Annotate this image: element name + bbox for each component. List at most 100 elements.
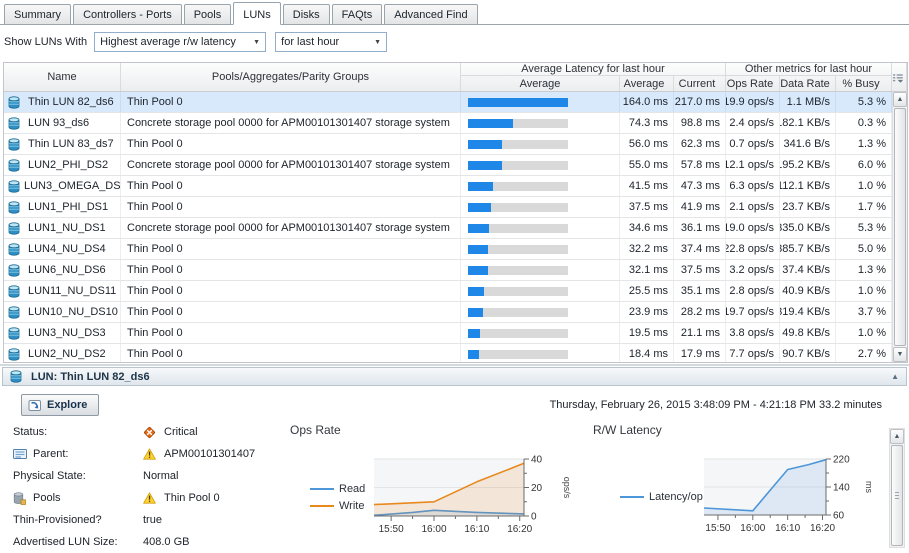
cell-ops-rate: 7.7 ops/s — [726, 344, 780, 362]
cell-pool: Thin Pool 0 — [121, 134, 461, 154]
panel-scrollbar-thumb[interactable] — [891, 445, 903, 546]
scroll-up-icon[interactable]: ▲ — [893, 92, 907, 107]
cell-data-rate: 341.6 B/s — [780, 134, 836, 154]
cell-busy: 5.3 % — [836, 92, 892, 112]
detail-value: APM00101301407 — [143, 448, 255, 460]
table-row[interactable]: LUN1_PHI_DS1 Thin Pool 0 37.5 ms 41.9 ms… — [4, 197, 892, 218]
panel-scrollbar[interactable]: ▲ — [889, 428, 905, 548]
cell-current: 36.1 ms — [674, 218, 726, 238]
metric-select[interactable]: Highest average r/w latency ▼ — [94, 32, 267, 52]
column-header-data-rate[interactable]: Data Rate — [780, 76, 836, 91]
cell-busy: 1.0 % — [836, 281, 892, 301]
column-header-ops-rate[interactable]: Ops Rate — [726, 76, 780, 91]
lun-detail-panel: LUN: Thin LUN 82_ds6 ▲ Explore Thursday,… — [0, 364, 909, 549]
table-row[interactable]: LUN 93_ds6 Concrete storage pool 0000 fo… — [4, 113, 892, 134]
tab-advanced-find[interactable]: Advanced Find — [384, 4, 478, 25]
column-header-average-bar[interactable]: Average — [461, 76, 620, 91]
latency-bar-fill — [468, 160, 502, 170]
cell-current: 28.2 ms — [674, 302, 726, 322]
detail-label: Physical State: — [13, 470, 86, 482]
detail-value: true — [143, 514, 162, 526]
detail-fields: Status: Critical Parent: APM00101301407 P… — [13, 421, 255, 553]
cell-current: 35.1 ms — [674, 281, 726, 301]
table-row[interactable]: LUN2_NU_DS2 Thin Pool 0 18.4 ms 17.9 ms … — [4, 344, 892, 362]
table-row[interactable]: LUN3_NU_DS3 Thin Pool 0 19.5 ms 21.1 ms … — [4, 323, 892, 344]
column-picker-icon[interactable] — [892, 73, 906, 84]
rw-latency-chart: R/W Latency Latency/op 60 140 220 15:50 16:0… — [593, 423, 884, 541]
table-row[interactable]: LUN11_NU_DS11 Thin Pool 0 25.5 ms 35.1 m… — [4, 281, 892, 302]
column-header-busy[interactable]: % Busy — [836, 76, 892, 91]
cell-data-rate: 90.7 KB/s — [780, 344, 836, 362]
cell-name: Thin LUN 82_ds6 — [4, 92, 121, 112]
svg-text:40: 40 — [531, 455, 543, 466]
cell-current: 57.8 ms — [674, 155, 726, 175]
cell-current: 98.8 ms — [674, 113, 726, 133]
cell-average: 74.3 ms — [620, 113, 674, 133]
table-scrollbar[interactable]: ▲ ▼ — [892, 92, 907, 362]
scroll-up-icon[interactable]: ▲ — [890, 429, 904, 444]
latency-bar-fill — [468, 223, 490, 233]
lun-name: LUN1_NU_DS1 — [28, 222, 106, 234]
table-row[interactable]: LUN3_OMEGA_DS3 Thin Pool 0 41.5 ms 47.3 … — [4, 176, 892, 197]
table-row[interactable]: LUN10_NU_DS10 Thin Pool 0 23.9 ms 28.2 m… — [4, 302, 892, 323]
table-row[interactable]: LUN1_NU_DS1 Concrete storage pool 0000 f… — [4, 218, 892, 239]
tab-luns[interactable]: LUNs — [233, 2, 281, 25]
detail-value: 408.0 GB — [143, 536, 190, 548]
explore-button[interactable]: Explore — [21, 394, 100, 416]
cell-average: 56.0 ms — [620, 134, 674, 154]
lun-name: LUN1_PHI_DS1 — [28, 201, 109, 213]
table-row[interactable]: Thin LUN 82_ds6 Thin Pool 0 164.0 ms 217… — [4, 92, 892, 113]
lun-table: Name Pools/Aggregates/Parity Groups Aver… — [3, 62, 908, 363]
table-row[interactable]: LUN6_NU_DS6 Thin Pool 0 32.1 ms 37.5 ms … — [4, 260, 892, 281]
scrollbar-grip — [895, 491, 899, 500]
latency-bar-fill — [468, 97, 568, 107]
cell-current: 17.9 ms — [674, 344, 726, 362]
detail-value: Thin Pool 0 — [143, 492, 220, 504]
table-row[interactable]: Thin LUN 83_ds7 Thin Pool 0 56.0 ms 62.3… — [4, 134, 892, 155]
svg-text:16:20: 16:20 — [810, 523, 835, 534]
tab-pools[interactable]: Pools — [183, 4, 232, 25]
table-row[interactable]: LUN2_PHI_DS2 Concrete storage pool 0000 … — [4, 155, 892, 176]
cell-average-bar — [461, 281, 620, 301]
chevron-down-icon: ▼ — [253, 38, 261, 46]
lun-icon — [8, 95, 20, 109]
latency-bar-track — [468, 202, 568, 212]
svg-text:16:10: 16:10 — [464, 524, 489, 535]
legend-line-swatch — [310, 505, 334, 507]
table-scrollbar-thumb[interactable] — [894, 108, 906, 346]
time-range-label: Thursday, February 26, 2015 3:48:09 PM -… — [549, 399, 882, 411]
tab-controllers-ports[interactable]: Controllers - Ports — [73, 4, 182, 25]
column-group-other-metrics: Other metrics for last hour — [726, 63, 892, 76]
column-header-pools[interactable]: Pools/Aggregates/Parity Groups — [121, 63, 461, 91]
collapse-panel-icon[interactable]: ▲ — [891, 372, 899, 381]
lun-icon — [8, 137, 20, 151]
cell-name: LUN 93_ds6 — [4, 113, 121, 133]
period-select[interactable]: for last hour ▼ — [275, 32, 388, 52]
tab-disks[interactable]: Disks — [282, 4, 330, 25]
cell-average-bar — [461, 344, 620, 362]
scroll-down-icon[interactable]: ▼ — [893, 347, 907, 362]
table-row[interactable]: LUN4_NU_DS4 Thin Pool 0 32.2 ms 37.4 ms … — [4, 239, 892, 260]
latency-bar-fill — [468, 328, 480, 338]
latency-bar-track — [468, 328, 568, 338]
cell-busy: 1.3 % — [836, 134, 892, 154]
svg-text:16:20: 16:20 — [507, 524, 532, 535]
lun-name: LUN11_NU_DS11 — [28, 285, 117, 297]
column-header-average[interactable]: Average — [620, 76, 674, 91]
lun-icon — [8, 347, 20, 361]
svg-text:140: 140 — [833, 483, 850, 494]
cell-name: LUN1_PHI_DS1 — [4, 197, 121, 217]
cell-pool: Concrete storage pool 0000 for APM001013… — [121, 113, 461, 133]
cell-average: 55.0 ms — [620, 155, 674, 175]
column-header-current[interactable]: Current — [674, 76, 726, 91]
cell-pool: Thin Pool 0 — [121, 197, 461, 217]
cell-busy: 3.7 % — [836, 302, 892, 322]
svg-text:ms: ms — [864, 481, 874, 493]
tab-summary[interactable]: Summary — [4, 4, 72, 25]
cell-ops-rate: 2.4 ops/s — [726, 113, 780, 133]
cell-name: LUN1_NU_DS1 — [4, 218, 121, 238]
column-header-name[interactable]: Name — [4, 63, 121, 91]
tab-faqts[interactable]: FAQts — [331, 4, 383, 25]
lun-table-header: Name Pools/Aggregates/Parity Groups Aver… — [4, 63, 907, 92]
detail-panel-header[interactable]: LUN: Thin LUN 82_ds6 ▲ — [2, 367, 907, 386]
